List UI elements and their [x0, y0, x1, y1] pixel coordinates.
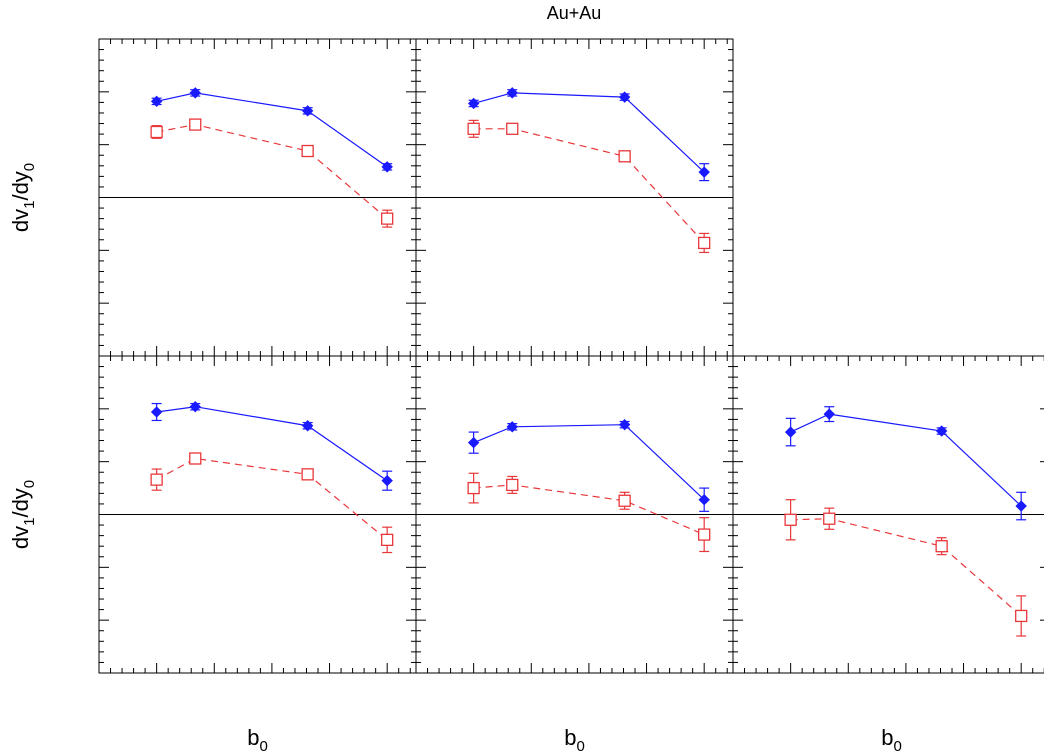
- square-point: [618, 150, 631, 163]
- y-axis-title-part: dv: [8, 526, 33, 549]
- panel-3: b0: [415, 355, 734, 755]
- diamond-point: [150, 95, 163, 108]
- square-point: [1015, 609, 1028, 623]
- figure-title: Au+Au: [547, 3, 602, 23]
- square-point: [935, 540, 948, 553]
- diamond-point: [698, 166, 710, 178]
- series-line: [790, 518, 1022, 617]
- diamond-point: [506, 87, 518, 99]
- square-point: [381, 533, 394, 547]
- y-axis-title-part: /dy: [8, 171, 33, 200]
- diamond-point: [823, 408, 835, 420]
- x-axis-title-base: b: [881, 725, 893, 750]
- series-diamond: [467, 418, 710, 512]
- square-point: [784, 513, 797, 526]
- series-diamond: [150, 87, 393, 173]
- diamond-point: [467, 97, 480, 110]
- x-axis-title-subscript: 0: [576, 738, 584, 755]
- square-point: [698, 528, 711, 541]
- x-axis-title-subscript: 0: [893, 738, 901, 755]
- y-axis-title: dv1/dy0: [8, 480, 38, 549]
- panel-4: b0: [732, 355, 1044, 755]
- series-diamond: [467, 87, 710, 182]
- series-line: [156, 406, 388, 482]
- square-point: [189, 118, 202, 131]
- diamond-point: [935, 425, 948, 437]
- square-point: [823, 512, 836, 525]
- square-point: [301, 468, 314, 481]
- y-axis-title-subscript: 1: [21, 201, 38, 209]
- series-square: [784, 499, 1028, 637]
- square-point: [381, 212, 394, 225]
- square-point: [506, 122, 519, 135]
- diamond-point: [618, 91, 631, 103]
- square-point: [506, 478, 519, 492]
- series-square: [467, 119, 711, 254]
- series-line: [473, 92, 705, 173]
- series-line: [156, 123, 388, 220]
- diamond-point: [618, 418, 631, 431]
- y-axis-title-subscript: 0: [21, 480, 38, 488]
- diamond-point: [150, 406, 163, 418]
- diamond-point: [301, 420, 314, 432]
- y-axis-title-subscript: 0: [21, 163, 38, 171]
- diamond-point: [467, 436, 480, 449]
- diamond-point: [301, 105, 314, 117]
- series-line: [473, 424, 705, 501]
- y-axis-title-part: dv: [8, 209, 33, 232]
- x-axis-title-subscript: 0: [259, 738, 267, 755]
- panel-0: dv1/dy0: [8, 38, 417, 357]
- series-diamond: [150, 401, 393, 491]
- diamond-point: [1015, 500, 1027, 512]
- diamond-point: [784, 426, 797, 438]
- panel-1: [415, 38, 734, 357]
- square-point: [467, 481, 480, 495]
- diamond-point: [506, 421, 518, 433]
- diamond-point: [698, 493, 710, 506]
- series-diamond: [784, 406, 1027, 521]
- square-point: [618, 494, 631, 507]
- diamond-point: [189, 87, 201, 99]
- square-point: [467, 122, 480, 135]
- series-square: [150, 452, 394, 554]
- square-point: [698, 236, 711, 250]
- series-square: [467, 472, 711, 553]
- diamond-point: [381, 161, 393, 173]
- square-point: [150, 125, 163, 139]
- y-axis-title-subscript: 1: [21, 518, 38, 526]
- y-axis-title-part: /dy: [8, 488, 33, 517]
- diamond-point: [189, 401, 201, 413]
- square-point: [301, 144, 314, 158]
- series-line: [473, 128, 705, 244]
- series-line: [473, 484, 705, 536]
- x-axis-title: b0: [881, 725, 902, 755]
- x-axis-title: b0: [564, 725, 585, 755]
- series-line: [156, 92, 388, 168]
- series-line: [156, 457, 388, 541]
- y-axis-title: dv1/dy0: [8, 163, 38, 232]
- series-line: [790, 413, 1022, 507]
- series-square: [150, 118, 394, 228]
- x-axis-title: b0: [247, 725, 268, 755]
- square-point: [189, 452, 202, 465]
- x-axis-title-base: b: [564, 725, 576, 750]
- square-point: [150, 473, 163, 486]
- diamond-point: [381, 474, 393, 487]
- x-axis-title-base: b: [247, 725, 259, 750]
